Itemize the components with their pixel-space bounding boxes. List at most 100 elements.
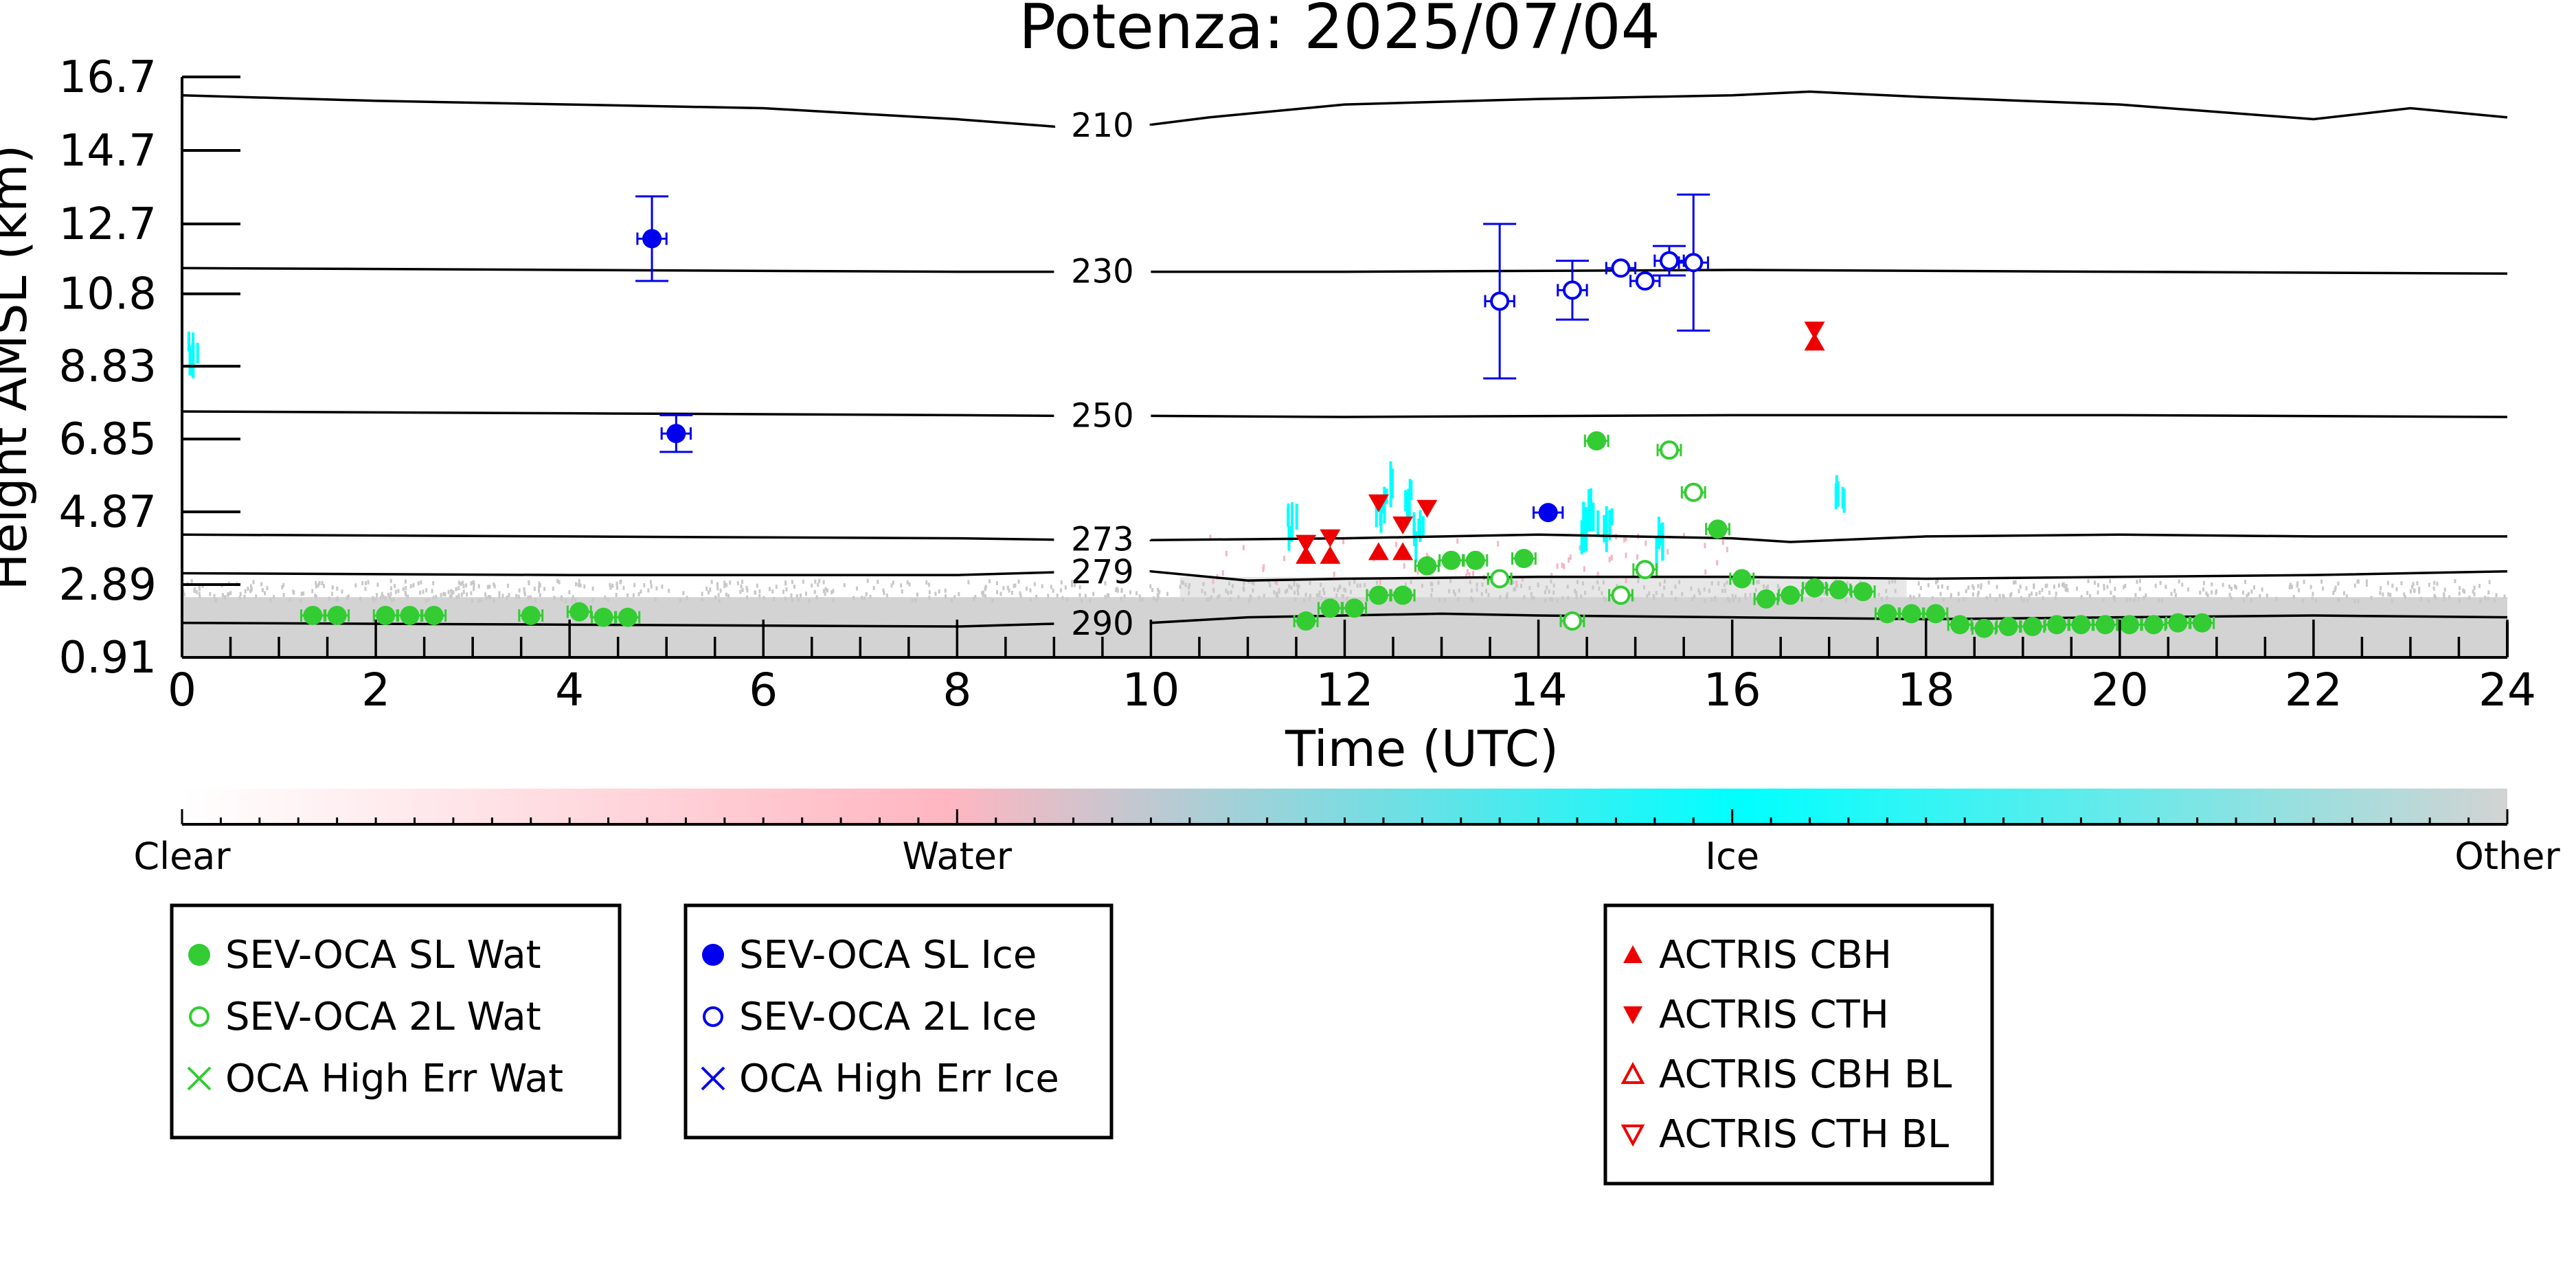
lidar-speckle [2434,596,2437,600]
legend-marker [1620,1125,1645,1147]
lidar-speckle [1556,598,1559,603]
lidar-speckle [1138,594,1141,599]
lidar-speckle [1008,588,1010,593]
lidar-speckle [452,590,455,595]
lidar-speckle [1304,592,1307,597]
lidar-speckle [2187,587,2189,592]
lidar-speckle [808,598,811,603]
lidar-speckle [470,591,473,596]
data-point [1804,332,1825,351]
lidar-speckle [244,589,247,594]
lidar-speckle [972,596,975,601]
lidar-speckle [229,591,232,596]
data-point [1781,585,1800,605]
lidar-speckle [2066,588,2069,593]
lidar-speckle [797,598,800,602]
lidar-speckle [1273,589,1276,594]
lidar-speckle [394,584,396,589]
lidar-speckle [762,596,765,600]
data-series [300,193,2215,638]
lidar-speckle [508,593,510,598]
lidar-ice-mark [1379,507,1382,526]
lidar-ice-mark [1661,525,1664,561]
lidar-speckle [1724,589,1726,594]
lidar-speckle [515,594,518,598]
isotherm-line [1149,569,2508,582]
data-point [1562,611,1582,631]
lidar-speckle [725,592,727,597]
data-point [1587,431,1607,451]
lidar-speckle [2463,589,2466,594]
lidar-water-speckle [1416,569,1419,575]
lidar-ice-mark [1582,501,1585,526]
lidar-speckle [1074,583,1076,587]
lidar-speckle [570,598,573,603]
lidar-speckle [1765,585,1767,590]
lidar-speckle [292,589,295,594]
lidar-speckle [405,586,407,591]
lidar-speckle [2062,582,2065,587]
lidar-speckle [716,582,719,587]
lidar-speckle [1592,585,1594,590]
lidar-speckle [2320,579,2323,584]
lidar-speckle [626,593,629,598]
lidar-ice-mark [1389,487,1392,508]
lidar-speckle [958,592,960,597]
lidar-speckle [2472,589,2474,594]
lidar-speckle [314,594,317,598]
lidar-speckle [1693,594,1696,599]
lidar-speckle [1309,580,1311,585]
lidar-speckle [1297,591,1300,596]
lidar-speckle [607,598,609,602]
lidar-speckle [2433,580,2436,585]
lidar-speckle [538,585,541,590]
lidar-speckle [2230,587,2233,591]
lidar-speckle [506,596,508,600]
lidar-speckle [967,580,970,585]
lidar-speckle [2230,596,2233,601]
lidar-speckle [335,598,338,602]
lidar-speckle [1469,596,1472,601]
lidar-speckle [1757,580,1760,585]
lidar-speckle [227,591,230,596]
lidar-speckle [238,596,241,600]
lidar-speckle [255,594,258,599]
lidar-speckle [1561,596,1564,600]
lidar-water-speckle [1563,563,1566,569]
lidar-speckle [221,593,224,598]
lidar-speckle [1699,591,1702,596]
lidar-speckle [346,596,348,600]
lidar-ice-mark [187,331,190,352]
colorbar-label: Ice [1705,835,1759,878]
lidar-water-speckle [1623,536,1626,543]
lidar-speckle [2053,585,2055,589]
lidar-water-speckle [1569,554,1572,560]
lidar-speckle [2138,587,2141,591]
lidar-speckle [2173,589,2176,594]
lidar-speckle [1549,597,1552,602]
lidar-speckle [460,582,462,587]
lidar-speckle [2129,597,2132,602]
lidar-speckle [2275,596,2278,601]
lidar-water-speckle [1497,541,1500,547]
lidar-speckle [347,594,350,599]
lidar-speckle [523,592,526,597]
lidar-speckle [1156,596,1159,601]
lidar-speckle [374,597,377,602]
lidar-speckle [2086,591,2089,596]
lidar-speckle [465,583,468,588]
data-point [569,602,589,622]
lidar-speckle [407,594,409,599]
lidar-speckle [473,580,475,585]
lidar-speckle [457,593,460,598]
lidar-speckle [412,583,415,587]
lidar-speckle [252,580,255,585]
isotherm-label: 279 [1071,553,1134,591]
lidar-speckle [462,584,465,589]
lidar-speckle [1059,588,1062,593]
lidar-speckle [649,580,652,585]
y-tick-label: 4.87 [59,487,157,538]
lidar-speckle [2418,589,2421,594]
data-point [1465,550,1485,570]
data-point [1514,549,1534,569]
